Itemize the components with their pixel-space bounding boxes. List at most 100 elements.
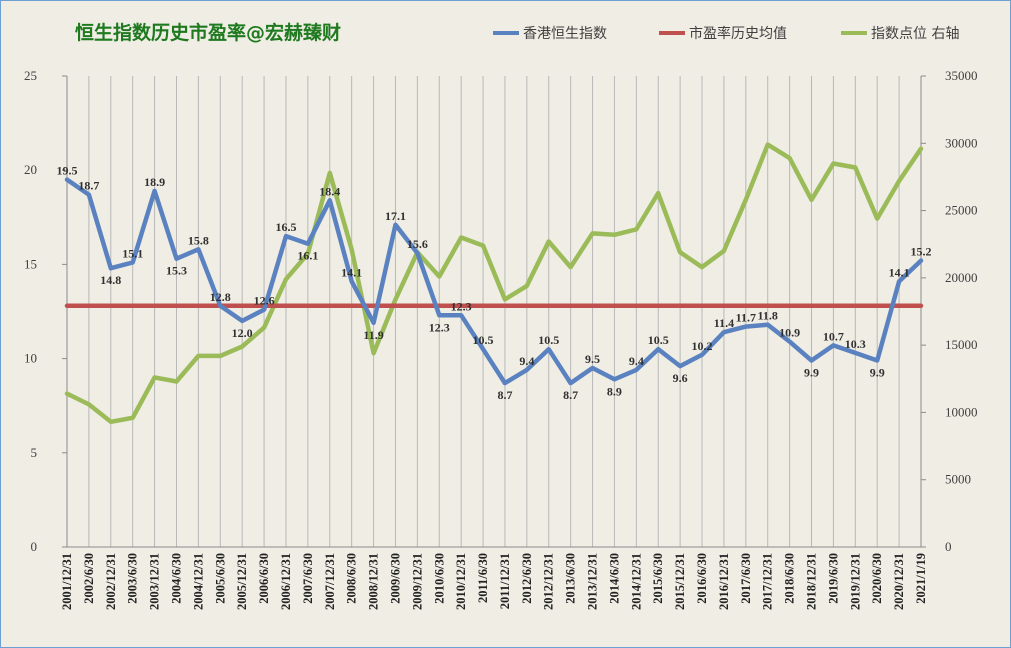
x-tick-label-35: 2019/6/30 — [826, 553, 840, 604]
x-tick-label-18: 2010/12/31 — [454, 553, 468, 610]
data-label-36: 10.3 — [845, 337, 866, 351]
data-label-4: 18.9 — [144, 175, 165, 189]
data-label-16: 15.6 — [407, 237, 428, 251]
data-label-38: 14.1 — [889, 265, 910, 279]
data-label-12: 18.4 — [319, 184, 340, 198]
right-tick-label-0: 0 — [945, 539, 952, 554]
data-label-35: 10.7 — [823, 329, 844, 343]
data-label-29: 10.2 — [692, 339, 713, 353]
x-tick-label-31: 2017/6/30 — [739, 553, 753, 604]
x-tick-label-36: 2019/12/31 — [848, 553, 862, 610]
x-tick-label-3: 2003/6/30 — [126, 553, 140, 604]
left-axis-ticks: 0 5 10 15 20 25 — [24, 68, 67, 554]
right-tick-label-5: 25000 — [945, 203, 978, 218]
x-tick-label-6: 2004/12/31 — [191, 553, 205, 610]
left-tick-label-3: 15 — [24, 256, 37, 271]
x-axis-ticks: 2001/12/31 2002/6/30 2002/12/31 2003/6/30 20… — [60, 553, 928, 610]
x-tick-label-32: 2017/12/31 — [761, 553, 775, 610]
data-label-24: 9.5 — [585, 352, 600, 366]
chart-title: 恒生指数历史市盈率@宏赫臻财 — [75, 21, 341, 44]
x-tick-label-33: 2018/6/30 — [783, 553, 797, 604]
data-label-30: 11.4 — [714, 316, 734, 330]
data-label-15: 17.1 — [385, 209, 406, 223]
x-tick-label-23: 2013/6/30 — [564, 553, 578, 604]
data-label-23: 8.7 — [563, 388, 578, 402]
data-label-13: 14.1 — [341, 265, 362, 279]
x-tick-label-39: 2021/1/19 — [914, 553, 928, 604]
data-label-18: 12.3 — [451, 299, 472, 313]
legend: 香港恒生指数 市盈率历史均值 指数点位 右轴 — [493, 25, 959, 42]
data-label-3: 15.1 — [122, 247, 143, 261]
data-label-21: 9.4 — [519, 354, 534, 368]
data-label-8: 12.0 — [232, 326, 253, 340]
index-line — [64, 142, 924, 425]
x-tick-label-16: 2009/12/31 — [410, 553, 424, 610]
x-tick-label-34: 2018/12/31 — [805, 553, 819, 610]
legend-label-avg: 市盈率历史均值 — [689, 25, 787, 42]
x-tick-label-19: 2011/6/30 — [476, 553, 490, 603]
data-label-33: 10.9 — [779, 326, 800, 340]
data-label-7: 12.8 — [210, 290, 231, 304]
legend-item-pe: 香港恒生指数 — [493, 26, 607, 42]
x-tick-label-2: 2002/12/31 — [104, 553, 118, 610]
x-tick-label-8: 2005/12/31 — [235, 553, 249, 610]
x-tick-label-9: 2006/6/30 — [257, 553, 271, 604]
x-tick-label-10: 2006/12/31 — [279, 553, 293, 610]
x-tick-label-7: 2005/6/30 — [213, 553, 227, 604]
right-tick-label-4: 20000 — [945, 270, 978, 285]
x-tick-label-0: 2001/12/31 — [60, 553, 74, 610]
pe-line — [64, 177, 924, 386]
x-tick-label-15: 2009/6/30 — [388, 553, 402, 604]
left-tick-label-2: 10 — [24, 351, 37, 366]
axes — [66, 76, 922, 548]
right-tick-label-2: 10000 — [945, 404, 978, 419]
x-tick-label-4: 2003/12/31 — [148, 553, 162, 610]
left-tick-label-1: 5 — [31, 445, 38, 460]
right-tick-label-7: 35000 — [945, 68, 978, 83]
x-tick-label-38: 2020/12/31 — [892, 553, 906, 610]
x-tick-label-29: 2016/6/30 — [695, 553, 709, 604]
x-tick-label-12: 2007/12/31 — [323, 553, 337, 610]
x-tick-label-24: 2013/12/31 — [586, 553, 600, 610]
data-label-0: 19.5 — [57, 164, 78, 178]
series-lines — [64, 142, 924, 425]
data-label-27: 10.5 — [648, 333, 669, 347]
data-label-22: 10.5 — [538, 333, 559, 347]
x-tick-label-20: 2011/12/31 — [498, 553, 512, 609]
left-tick-label-0: 0 — [31, 539, 38, 554]
vertical-gridlines — [66, 76, 922, 547]
data-label-28: 9.6 — [673, 371, 688, 385]
data-label-9: 12.6 — [254, 294, 275, 308]
x-tick-label-28: 2015/12/31 — [673, 553, 687, 610]
x-tick-label-22: 2012/12/31 — [542, 553, 556, 610]
data-label-19: 10.5 — [473, 333, 494, 347]
data-label-14: 11.9 — [363, 328, 383, 342]
data-label-31: 11.7 — [736, 311, 756, 325]
x-tick-label-30: 2016/12/31 — [717, 553, 731, 610]
data-label-5: 15.3 — [166, 264, 187, 278]
data-label-6: 15.8 — [188, 233, 209, 247]
x-tick-label-25: 2014/6/30 — [607, 553, 621, 604]
x-tick-label-21: 2012/6/30 — [520, 553, 534, 604]
data-label-34: 9.9 — [804, 365, 819, 379]
x-tick-label-1: 2002/6/30 — [82, 553, 96, 604]
x-tick-label-14: 2008/12/31 — [367, 553, 381, 610]
x-tick-label-26: 2014/12/31 — [629, 553, 643, 610]
data-label-39: 15.2 — [911, 245, 932, 259]
data-label-37: 9.9 — [870, 365, 885, 379]
right-tick-label-3: 15000 — [945, 337, 978, 352]
data-label-26: 9.4 — [629, 354, 644, 368]
x-tick-label-5: 2004/6/30 — [169, 553, 183, 604]
x-tick-label-13: 2008/6/30 — [345, 553, 359, 604]
right-tick-label-6: 30000 — [945, 135, 978, 150]
data-label-2: 14.8 — [100, 273, 121, 287]
x-tick-label-17: 2010/6/30 — [432, 553, 446, 604]
legend-label-pe: 香港恒生指数 — [523, 26, 607, 42]
data-labels: 19.518.7 14.815.1 18.9 15.3 15.8 12.8 12.0 12.6… — [57, 164, 932, 402]
legend-item-avg: 市盈率历史均值 — [659, 25, 787, 42]
x-tick-label-11: 2007/6/30 — [301, 553, 315, 604]
data-label-25: 8.9 — [607, 384, 622, 398]
x-tick-label-27: 2015/6/30 — [651, 553, 665, 604]
left-tick-label-4: 20 — [24, 162, 37, 177]
